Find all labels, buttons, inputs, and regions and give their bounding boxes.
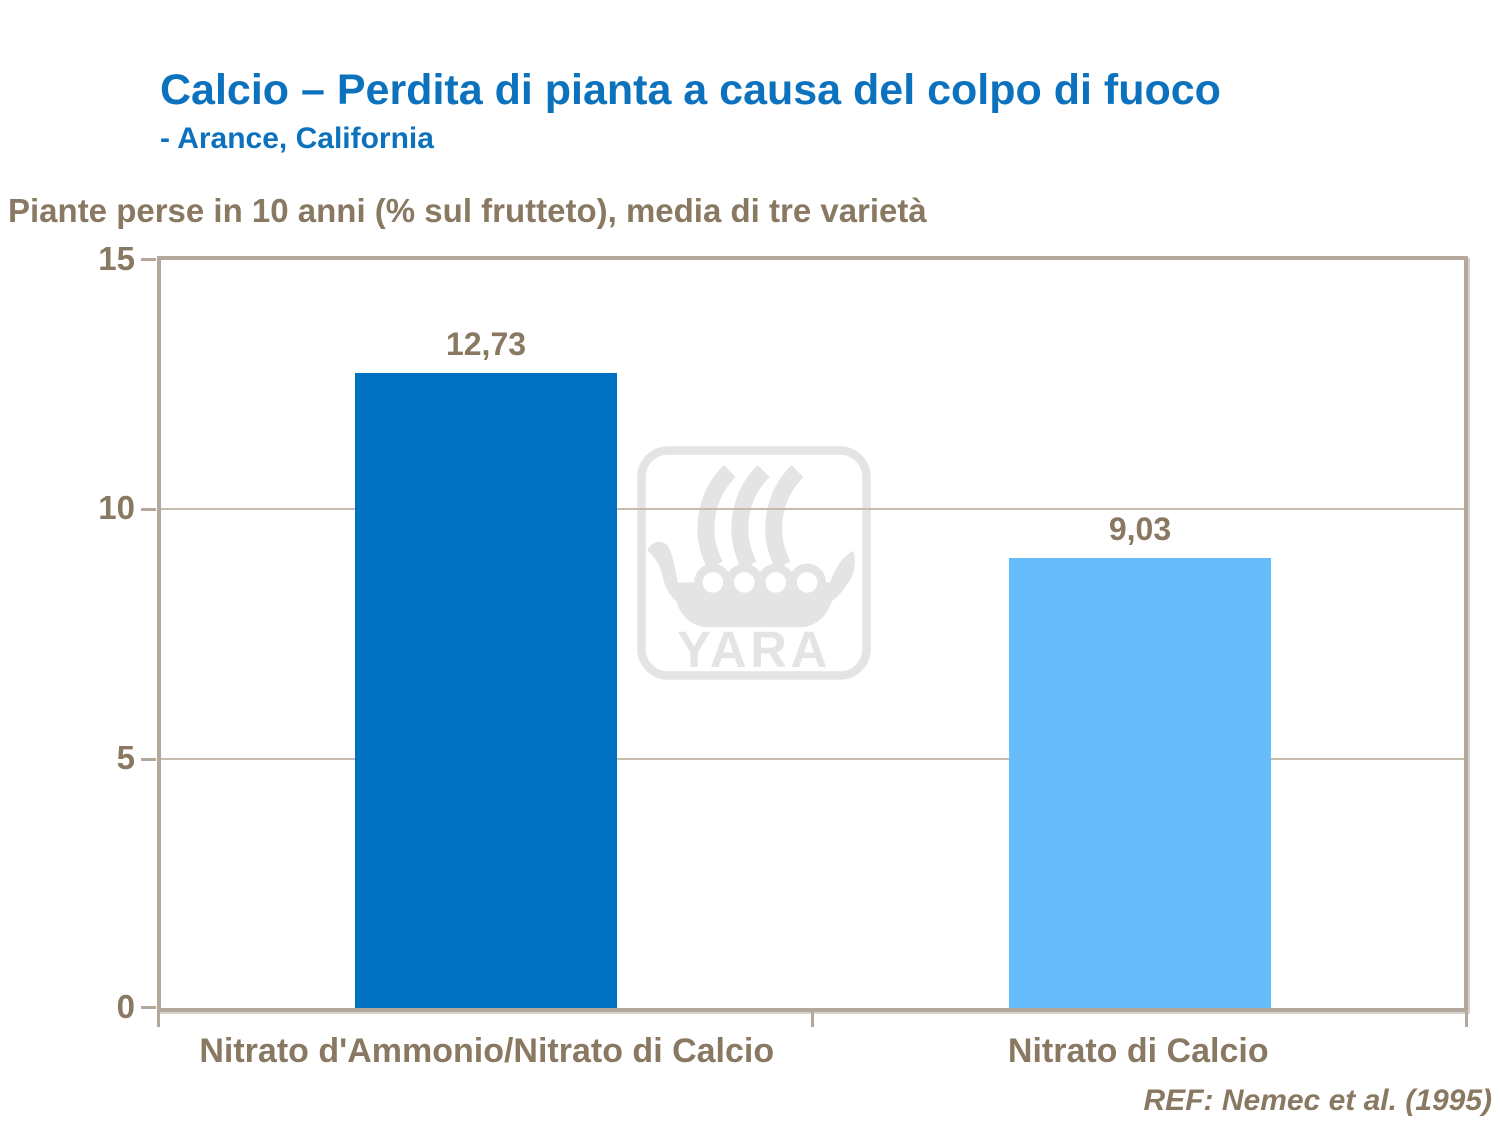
y-tick-label-15: 15: [98, 240, 135, 277]
category-label-calcium-nitrate: Nitrato di Calcio: [1007, 1032, 1269, 1070]
y-tick-label-0: 0: [116, 988, 135, 1025]
chart-title: Piante perse in 10 anni (% sul frutteto)…: [8, 192, 927, 229]
bar-value-label: 12,73: [445, 326, 527, 362]
bar-ammonium-calcium-nitrate: [355, 373, 617, 1008]
y-tick-5: [141, 758, 156, 761]
y-tick-label-10: 10: [98, 489, 135, 526]
gridline-5: [161, 758, 1464, 760]
gridline-10: [161, 508, 1464, 510]
bar-value-label: 9,03: [1108, 511, 1172, 547]
x-tick-right: [1465, 1012, 1468, 1027]
yara-wordmark: YARA: [677, 621, 831, 678]
y-tick-15: [141, 258, 156, 261]
bar-group-calcium-nitrate: 9,03: [1009, 260, 1271, 1008]
y-tick-0: [141, 1006, 156, 1009]
yara-viking-ship-watermark-icon: YARA: [637, 446, 871, 680]
category-label-ammonium-calcium-nitrate: Nitrato d'Ammonio/Nitrato di Calcio: [199, 1032, 775, 1070]
y-tick-10: [141, 508, 156, 511]
y-tick-label-5: 5: [116, 739, 135, 776]
x-tick-left: [157, 1012, 160, 1027]
x-tick-middle: [810, 1012, 814, 1027]
bar-group-ammonium-calcium-nitrate: 12,73: [355, 260, 617, 1008]
x-axis-category-labels: Nitrato d'Ammonio/Nitrato di Calcio Nitr…: [161, 1032, 1464, 1071]
reference-citation: REF: Nemec et al. (1995): [1143, 1084, 1492, 1117]
page-subtitle: - Arance, California: [160, 122, 434, 155]
bar-calcium-nitrate: [1009, 558, 1271, 1008]
page-title: Calcio – Perdita di pianta a causa del c…: [160, 66, 1221, 114]
plot-area: YARA 15 10 5 0 12,73 9,03: [98, 240, 1468, 1027]
